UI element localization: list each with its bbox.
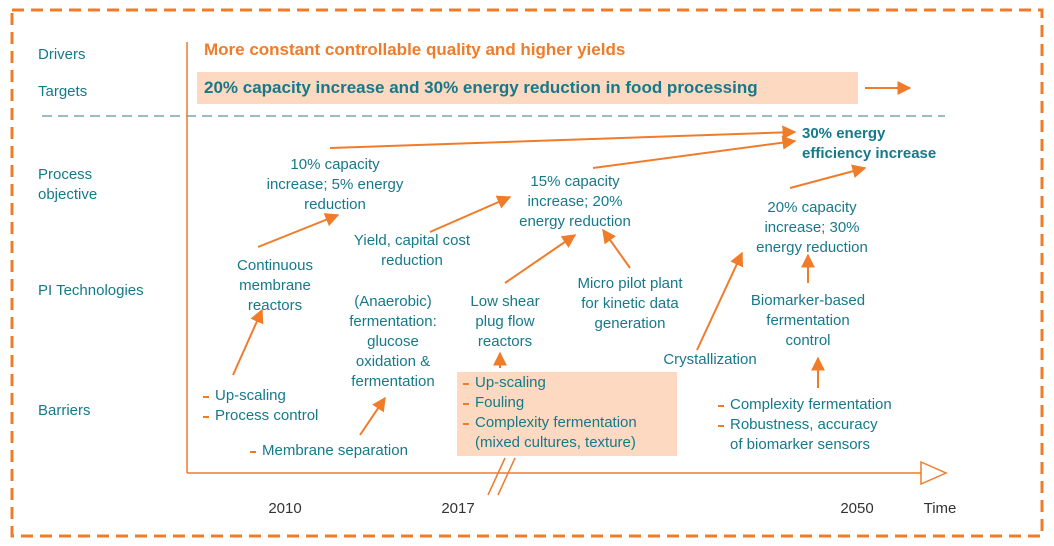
goal: 30% energy efficiency increase (802, 124, 936, 164)
row-label: Targets (38, 82, 87, 102)
text-line: energy reduction (519, 213, 631, 230)
text-line: 20% capacity (767, 199, 857, 216)
text-line: Up-scaling (475, 374, 546, 391)
timeline-label: 2017 (441, 500, 475, 517)
text-line: objective (38, 186, 98, 203)
timeline-label: 2010 (268, 500, 302, 517)
technology: Low shear plug flow reactors (470, 292, 539, 352)
text-line: fermentation: (349, 313, 437, 330)
barrier: Process control (203, 406, 318, 426)
text-line: energy reduction (756, 239, 868, 256)
barrier-list: Up-scaling Fouling Complexity fermentation… (463, 373, 637, 453)
arrow (359, 396, 386, 436)
text-line: membrane (239, 277, 311, 294)
technology: Crystallization (663, 350, 756, 370)
text-line: Yield, capital cost (353, 232, 471, 249)
barrier-list: Up-scaling Process control (203, 386, 318, 426)
text-line: 30% energy (802, 125, 886, 142)
arrow (232, 308, 264, 376)
text-line: fermentation (766, 312, 850, 329)
barrier: Robustness, accuracy of biomarker sensors (718, 415, 892, 455)
text-line: Process (38, 166, 93, 183)
arrow (602, 228, 631, 269)
text-line: Biomarker-based (750, 292, 866, 309)
row-label: Drivers (38, 45, 86, 65)
arrow (329, 125, 797, 149)
text-line: increase; 20% (527, 193, 623, 210)
arrow (592, 135, 797, 169)
barrier-list: Complexity fermentation Robustness, accur… (718, 395, 892, 455)
text-line: Micro pilot plant (577, 275, 683, 292)
barrier: Up-scaling (463, 373, 637, 393)
barrier-box (457, 372, 677, 456)
text-line: Barriers (38, 402, 91, 419)
text-line: Continuous (237, 257, 313, 274)
row-label: PI Technologies (38, 281, 144, 301)
text-line: reduction (381, 252, 443, 269)
text-line: Complexity fermentation (730, 396, 892, 413)
text-line: efficiency increase (802, 145, 937, 162)
text-line: fermentation (351, 373, 435, 390)
arrow (696, 251, 744, 351)
text-line: reduction (304, 196, 366, 213)
text-line: Process control (215, 407, 319, 424)
arrow (257, 213, 340, 248)
text-line: (mixed cultures, texture) (475, 434, 636, 451)
text-line: PI Technologies (38, 282, 144, 299)
timeline-label: 2050 (840, 500, 874, 517)
technology: Continuous membrane reactors (237, 256, 313, 316)
text-line: Targets (38, 83, 88, 100)
barrier: Complexity fermentation (718, 395, 892, 415)
text-line: of biomarker sensors (730, 436, 871, 453)
text-line: oxidation & (355, 353, 431, 370)
objective: 20% capacity increase; 30% energy reductio… (756, 198, 868, 258)
text-line: 15% capacity (530, 173, 620, 190)
target: 20% capacity increase and 30% energy red… (204, 78, 758, 97)
text-line: reactors (247, 297, 303, 314)
text-line: (Anaerobic) (354, 293, 432, 310)
text-line: Complexity fermentation (475, 414, 637, 431)
text-line: increase; 30% (764, 219, 860, 236)
text-line: glucose (367, 333, 419, 350)
technology: Micro pilot plant for kinetic data generat… (577, 274, 682, 334)
row-label: Process objective (38, 165, 97, 205)
text-line: Crystallization (663, 351, 757, 368)
barrier: Complexity fermentation (mixed cultures, … (463, 413, 637, 453)
technology: Biomarker-based fermentation control (751, 291, 865, 351)
barrier-list: Membrane separation (250, 441, 408, 461)
timeline-label: Time (923, 500, 957, 517)
text-line: Drivers (38, 46, 86, 63)
text-line: Up-scaling (215, 387, 286, 404)
text-line: control (785, 332, 831, 349)
break-mark (497, 457, 516, 496)
border (10, 8, 1044, 538)
text-line: Fouling (475, 394, 525, 411)
barrier: Fouling (463, 393, 637, 413)
text-line: 10% capacity (290, 156, 380, 173)
text-line: for kinetic data (581, 295, 679, 312)
barrier: Up-scaling (203, 386, 318, 406)
text-line: generation (594, 315, 666, 332)
axis-arrow (920, 460, 948, 486)
arrow (504, 234, 577, 284)
text-line: reactors (477, 333, 533, 350)
objective: 10% capacity increase; 5% energy reduction (267, 155, 404, 215)
technology: (Anaerobic) fermentation: glucose oxidation… (349, 292, 437, 392)
target-box (197, 72, 858, 104)
objective: 15% capacity increase; 20% energy reductio… (519, 172, 631, 232)
text-line: increase; 5% energy (266, 176, 404, 193)
arrow (429, 195, 512, 233)
arrow (789, 164, 867, 189)
row-label: Barriers (38, 401, 91, 421)
break-mark (487, 457, 506, 496)
text-line: plug flow (475, 313, 535, 330)
technology: Yield, capital cost reduction (354, 231, 470, 271)
text-line: Robustness, accuracy (730, 416, 878, 433)
text-line: Low shear (470, 293, 540, 310)
text-line: Membrane separation (262, 442, 408, 459)
barrier: Membrane separation (250, 441, 408, 461)
driver: More constant controllable quality and h… (204, 40, 626, 59)
